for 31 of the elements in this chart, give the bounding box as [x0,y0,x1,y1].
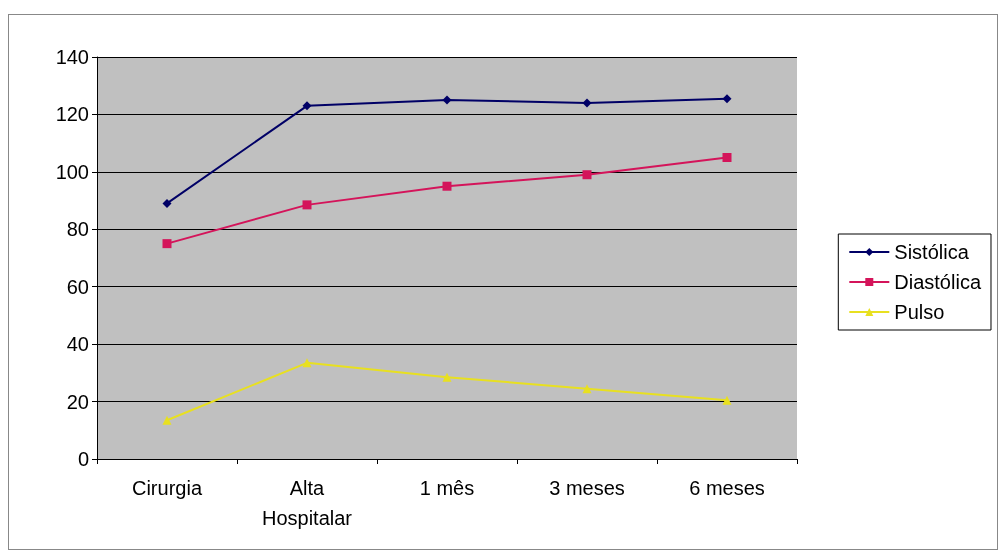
y-tick-label: 80 [66,218,89,241]
x-tick-label: Cirurgia [131,477,203,499]
y-tick-label: 40 [66,333,89,356]
y-tick-label: 100 [55,160,89,183]
point [162,415,172,425]
point [162,198,172,208]
y-tick-label: 0 [77,448,89,470]
point [442,181,452,191]
point [722,153,732,162]
y-tick-label: 140 [55,46,89,68]
legend-label: Sistólica [894,241,970,263]
x-tick-label: 3 meses [549,477,625,499]
point [302,101,312,111]
y-tick-label: 120 [55,103,89,126]
point [302,200,312,210]
y-tick-label: 20 [66,390,89,413]
point [582,170,592,180]
x-tick-label: Alta Hospitalar [261,477,353,529]
point [722,94,732,104]
point [162,239,172,249]
legend-label: Pulso [894,301,945,323]
point [582,98,592,108]
point [722,395,732,405]
y-tick-label: 60 [66,275,89,298]
x-tick-label: 1 mês [419,477,475,499]
point [302,358,312,368]
legend-label: Diastólica [894,271,982,293]
point [582,384,592,394]
x-tick-label: 6 meses [689,477,765,499]
point [442,372,452,382]
point [442,95,452,105]
